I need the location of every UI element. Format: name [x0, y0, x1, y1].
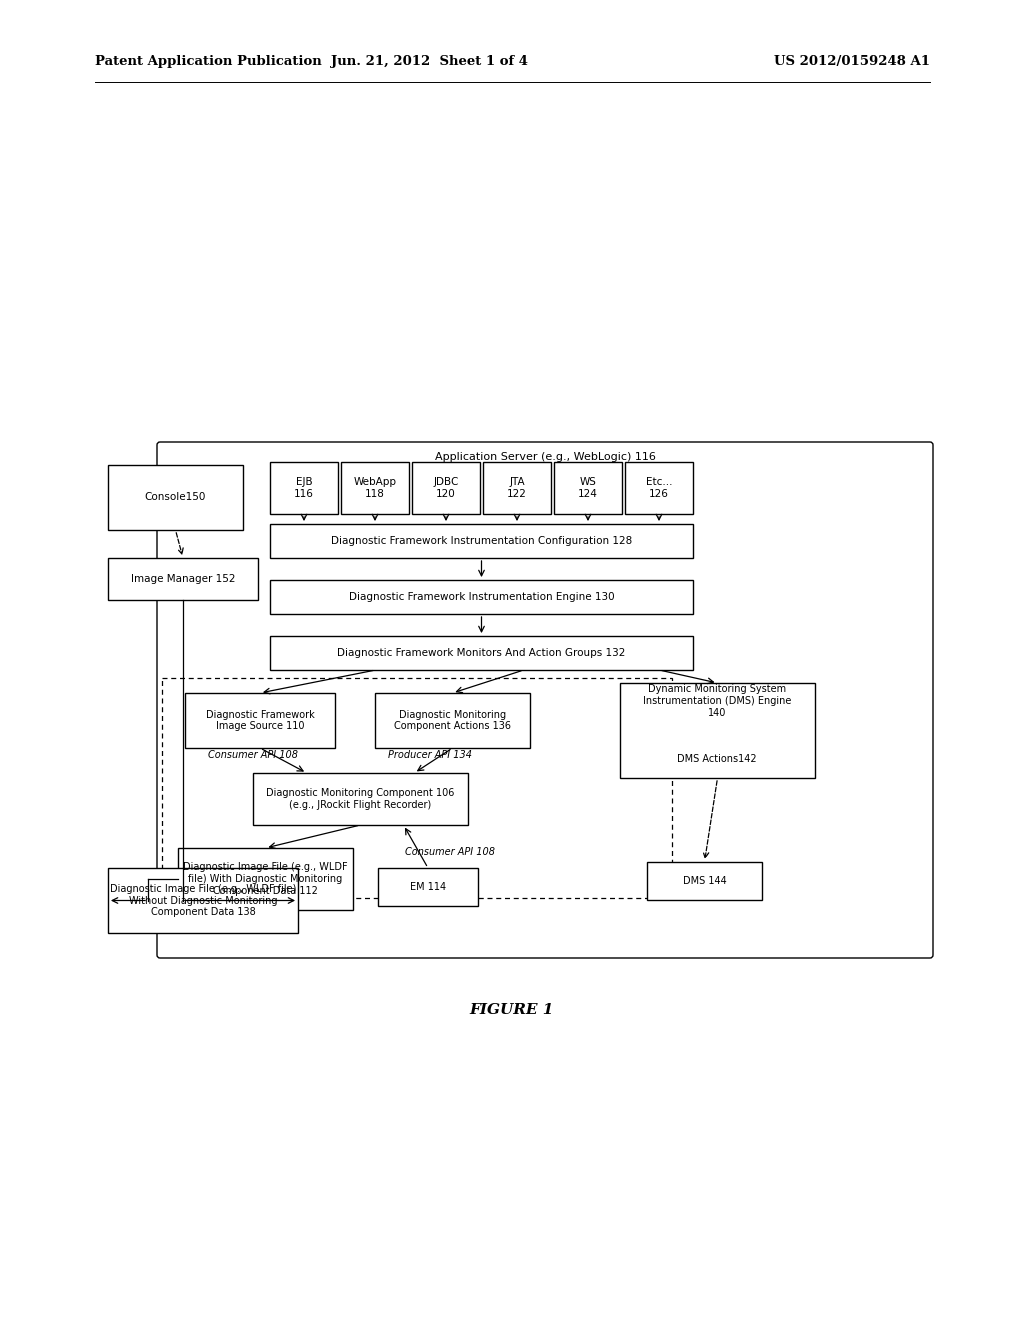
Bar	[108, 558, 258, 601]
Bar	[270, 462, 338, 513]
Bar	[185, 693, 335, 748]
Text: Diagnostic Framework Instrumentation Configuration 128: Diagnostic Framework Instrumentation Con…	[331, 536, 632, 546]
Bar	[108, 465, 243, 531]
Bar	[253, 774, 468, 825]
Bar	[341, 462, 409, 513]
Text: Consumer API 108: Consumer API 108	[208, 750, 298, 760]
Text: US 2012/0159248 A1: US 2012/0159248 A1	[774, 55, 930, 69]
Bar	[178, 847, 353, 909]
Text: Diagnostic Monitoring Component 106
(e.g., JRockit Flight Recorder): Diagnostic Monitoring Component 106 (e.g…	[266, 788, 455, 809]
Bar	[625, 462, 693, 513]
Bar	[375, 693, 530, 748]
Bar	[483, 462, 551, 513]
Text: Etc...
126: Etc... 126	[646, 478, 672, 499]
Text: Dynamic Monitoring System
Instrumentation (DMS) Engine
140: Dynamic Monitoring System Instrumentatio…	[643, 684, 792, 718]
Text: DMS Actions142: DMS Actions142	[677, 755, 757, 764]
Bar	[270, 579, 693, 614]
Bar	[270, 636, 693, 671]
Bar	[637, 742, 797, 777]
FancyBboxPatch shape	[157, 442, 933, 958]
Text: FIGURE 1: FIGURE 1	[470, 1003, 554, 1016]
Text: Patent Application Publication: Patent Application Publication	[95, 55, 322, 69]
Text: Diagnostic Monitoring
Component Actions 136: Diagnostic Monitoring Component Actions …	[394, 710, 511, 731]
Bar	[162, 678, 672, 898]
Text: Jun. 21, 2012  Sheet 1 of 4: Jun. 21, 2012 Sheet 1 of 4	[332, 55, 528, 69]
Text: Image Manager 152: Image Manager 152	[131, 574, 236, 583]
Text: EM 114: EM 114	[410, 882, 446, 892]
Text: Console150: Console150	[144, 492, 206, 503]
Text: WS
124: WS 124	[579, 478, 598, 499]
Text: WebApp
118: WebApp 118	[353, 478, 396, 499]
Bar	[378, 869, 478, 906]
Text: Producer API 134: Producer API 134	[388, 750, 472, 760]
Text: Diagnostic Framework Instrumentation Engine 130: Diagnostic Framework Instrumentation Eng…	[349, 591, 614, 602]
Bar	[412, 462, 480, 513]
Text: JTA
122: JTA 122	[507, 478, 527, 499]
Text: Application Server (e.g., WebLogic) 116: Application Server (e.g., WebLogic) 116	[434, 451, 655, 462]
Bar	[108, 869, 298, 933]
Text: DMS 144: DMS 144	[683, 876, 726, 886]
Text: Diagnostic Image File (e.g., WLDF
file) With Diagnostic Monitoring
Component Dat: Diagnostic Image File (e.g., WLDF file) …	[183, 862, 348, 895]
Text: EJB
116: EJB 116	[294, 478, 314, 499]
Bar	[554, 462, 622, 513]
Text: Consumer API 108: Consumer API 108	[406, 847, 495, 857]
Text: JDBC
120: JDBC 120	[433, 478, 459, 499]
Bar	[647, 862, 762, 900]
Text: Diagnostic Framework
Image Source 110: Diagnostic Framework Image Source 110	[206, 710, 314, 731]
Bar	[620, 682, 815, 777]
Text: Diagnostic Image File (e.g., WLDF file)
Without Diagnostic Monitoring
Component : Diagnostic Image File (e.g., WLDF file) …	[110, 884, 296, 917]
Bar	[270, 524, 693, 558]
Text: Diagnostic Framework Monitors And Action Groups 132: Diagnostic Framework Monitors And Action…	[337, 648, 626, 657]
